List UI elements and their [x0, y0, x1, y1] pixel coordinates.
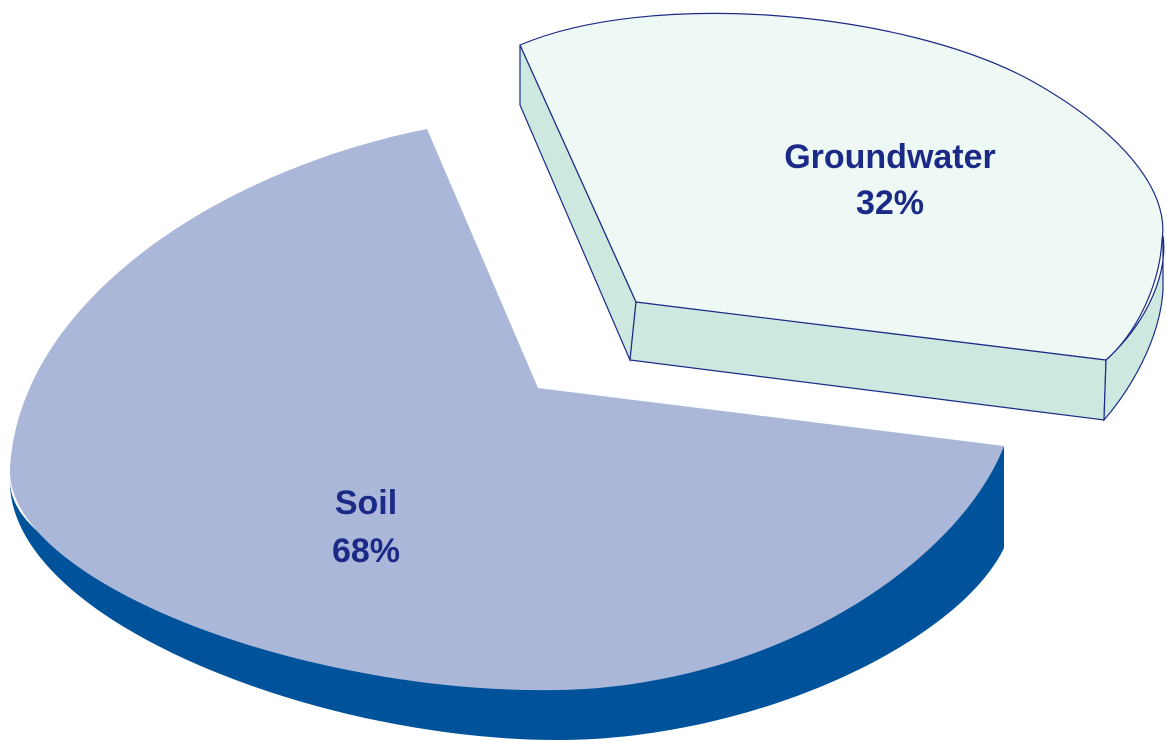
- slice-groundwater-side-outer: [1103, 235, 1165, 422]
- slice-groundwater: [519, 12, 1165, 422]
- label-groundwater-name: Groundwater: [784, 138, 996, 176]
- label-soil-value: 68%: [332, 532, 400, 570]
- slice-groundwater-top: [519, 12, 1164, 361]
- label-groundwater-value: 32%: [856, 184, 924, 222]
- slice-soil-side: [9, 446, 1004, 741]
- slice-soil: [9, 129, 1004, 741]
- label-soil-name: Soil: [335, 484, 397, 522]
- slice-soil-top: [9, 129, 1004, 691]
